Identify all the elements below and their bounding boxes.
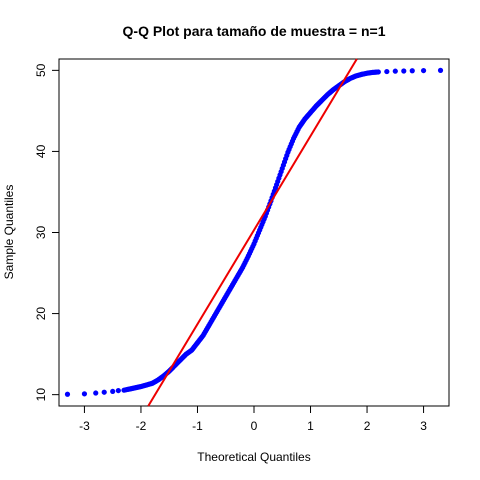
data-point [110,388,116,395]
x-tick-label: -2 [136,419,147,433]
x-axis: -3 -2 -1 0 1 2 3 [79,405,427,433]
y-tick-label: 40 [34,144,48,158]
data-point [409,68,415,74]
plot-frame [58,58,450,407]
data-point [420,67,427,74]
data-point [64,391,71,397]
y-axis-label: Sample Quantiles [2,185,16,280]
x-tick-label: -1 [192,419,203,433]
data-point [115,387,121,394]
data-point [81,391,88,397]
data-point [437,67,444,73]
y-tick-label: 50 [34,63,48,77]
x-tick-label: 3 [420,419,427,433]
y-tick-label: 20 [34,307,48,321]
y-tick-label: 10 [34,388,48,402]
data-point [384,68,390,75]
x-tick-label: 0 [251,419,258,433]
y-axis: 10 20 30 40 50 [34,63,60,402]
x-axis-label: Theoretical Quantiles [197,450,310,464]
chart-title: Q-Q Plot para tamaño de muestra = n=1 [123,23,386,39]
x-tick-label: 1 [307,419,314,433]
data-point [401,68,407,74]
reference-line [147,58,358,407]
data-point [375,69,381,75]
x-tick-label: 2 [364,419,371,433]
reference-line-group [147,58,358,407]
data-point [392,68,398,74]
x-tick-label: -3 [79,419,90,433]
data-point [93,390,99,396]
data-point [101,389,107,395]
data-points [64,67,444,397]
y-tick-label: 30 [34,226,48,240]
